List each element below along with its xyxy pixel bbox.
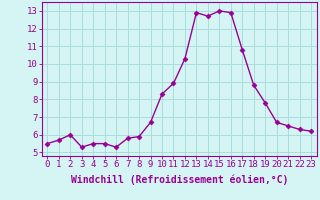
X-axis label: Windchill (Refroidissement éolien,°C): Windchill (Refroidissement éolien,°C) [70, 175, 288, 185]
